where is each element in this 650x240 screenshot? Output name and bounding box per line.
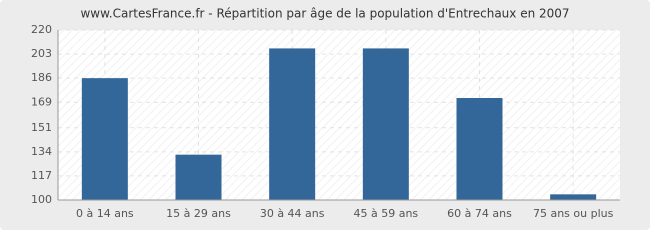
- y-tick-label: 169: [31, 95, 52, 108]
- y-tick-label: 117: [31, 169, 52, 182]
- bar: [456, 98, 503, 200]
- x-tick-label: 75 ans ou plus: [533, 207, 614, 220]
- chart-title: www.CartesFrance.fr - Répartition par âg…: [80, 7, 569, 21]
- x-tick-label: 45 à 59 ans: [353, 207, 418, 220]
- plot-area: [58, 30, 620, 200]
- bar: [81, 78, 128, 200]
- y-tick-label: 203: [31, 47, 52, 60]
- bar: [175, 154, 222, 200]
- x-tick-label: 0 à 14 ans: [76, 207, 134, 220]
- bar: [269, 48, 316, 200]
- bar: [362, 48, 409, 200]
- x-tick-label: 60 à 74 ans: [447, 207, 512, 220]
- y-tick-label: 100: [31, 193, 52, 206]
- chart: www.CartesFrance.fr - Répartition par âg…: [0, 0, 650, 230]
- y-tick-label: 186: [31, 71, 52, 84]
- y-tick-label: 134: [31, 145, 52, 158]
- x-tick-label: 30 à 44 ans: [260, 207, 325, 220]
- x-tick-label: 15 à 29 ans: [166, 207, 231, 220]
- y-tick-label: 220: [31, 23, 52, 36]
- y-tick-label: 151: [31, 121, 52, 134]
- bar: [550, 194, 597, 200]
